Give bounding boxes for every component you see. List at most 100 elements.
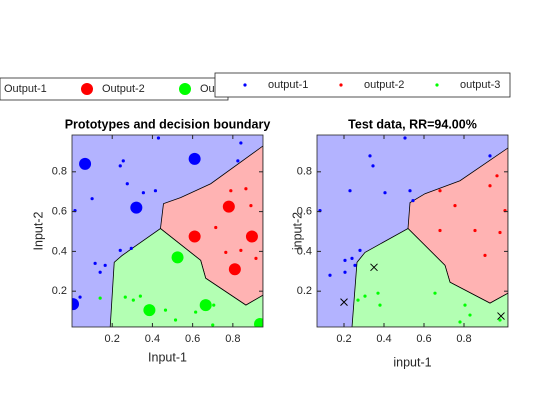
decision-region — [351, 228, 508, 327]
train-point — [239, 141, 243, 145]
axes-frame — [71, 134, 264, 328]
train-point — [98, 270, 102, 274]
data-point — [143, 304, 156, 317]
data-point — [458, 320, 462, 324]
data-point — [199, 299, 212, 312]
data-point — [488, 154, 492, 158]
data-point — [130, 201, 143, 214]
train-point — [212, 303, 216, 307]
data-point — [403, 136, 407, 140]
x-axis-label: input-1 — [393, 355, 431, 369]
y-tick-label: 0.8 — [297, 166, 312, 178]
legend-label: output-3 — [460, 79, 500, 91]
train-point — [249, 204, 253, 208]
y-axis-label: Input-2 — [31, 211, 45, 250]
data-point — [222, 200, 235, 213]
legend-marker — [339, 83, 343, 87]
data-point — [253, 318, 263, 327]
train-point — [156, 136, 161, 140]
data-point — [463, 303, 467, 307]
train-point — [118, 248, 122, 252]
y-tick-label: 0.6 — [297, 206, 312, 218]
train-point — [78, 295, 82, 299]
legend-box — [214, 72, 511, 98]
x-tick-label: 0.4 — [145, 333, 160, 345]
y-tick-label: 0.4 — [297, 245, 312, 257]
train-point — [214, 225, 218, 230]
plot-area — [317, 135, 508, 327]
train-point — [131, 298, 135, 302]
train-point — [118, 164, 122, 168]
x-tick-label: 0.6 — [185, 333, 200, 345]
data-point — [433, 291, 437, 295]
data-point — [353, 263, 357, 267]
train-point — [123, 295, 127, 299]
train-point — [236, 159, 240, 163]
misclassified-marker — [497, 312, 505, 320]
train-point — [138, 294, 142, 298]
data-point — [411, 199, 415, 203]
data-point — [188, 152, 201, 165]
data-point — [468, 313, 472, 317]
data-point — [228, 263, 241, 276]
train-point — [121, 159, 125, 163]
x-tick-label: 0.4 — [376, 333, 391, 345]
data-point — [483, 253, 487, 257]
train-point — [98, 296, 102, 300]
y-tick-label: 0.2 — [52, 285, 67, 297]
y-tick-label: 0.2 — [297, 285, 312, 297]
data-point — [383, 191, 387, 195]
train-point — [224, 250, 228, 254]
y-tick-label: 0.8 — [52, 166, 67, 178]
decision-region — [109, 228, 263, 327]
train-point — [229, 189, 233, 193]
y-axis-label: input-2 — [290, 212, 304, 250]
legend-marker — [179, 83, 191, 95]
y-tick-label: 0.6 — [52, 206, 67, 218]
train-point — [254, 256, 258, 260]
x-axis-label: Input-1 — [148, 350, 187, 364]
data-point — [378, 303, 382, 307]
misclassified-marker — [340, 298, 348, 306]
y-tick-label: 0.4 — [52, 245, 67, 257]
train-point — [125, 182, 129, 186]
data-point — [72, 298, 80, 311]
x-tick-label: 0.2 — [336, 333, 351, 345]
data-point — [371, 164, 375, 168]
legend-marker — [243, 83, 247, 87]
chart-title: Test data, RR=94.00% — [348, 117, 477, 131]
data-point — [498, 230, 502, 235]
data-point — [498, 318, 502, 322]
train-point — [93, 261, 97, 265]
data-point — [453, 204, 457, 208]
x-tick-label: 0.8 — [456, 333, 471, 345]
legend-label: output-1 — [268, 79, 308, 91]
data-point — [408, 189, 412, 193]
data-point — [350, 256, 354, 260]
legend-label: output-2 — [364, 79, 404, 91]
legend-marker — [435, 83, 439, 87]
train-point — [239, 248, 243, 252]
misclassified-marker — [370, 263, 378, 272]
x-tick-label: 0.6 — [416, 333, 431, 345]
train-point — [90, 197, 94, 201]
data-point — [363, 294, 367, 298]
train-point — [244, 187, 248, 191]
train-point — [194, 310, 198, 314]
train-point — [163, 308, 168, 312]
train-point — [129, 246, 133, 251]
data-point — [473, 228, 477, 233]
legend-marker — [81, 83, 93, 95]
data-point — [328, 273, 332, 277]
chart-title: Prototypes and decision boundary — [65, 117, 271, 131]
train-point — [141, 191, 145, 195]
train-point — [173, 318, 178, 322]
data-point — [348, 189, 352, 193]
data-point — [343, 270, 347, 274]
train-point — [211, 323, 215, 327]
data-point — [358, 248, 362, 252]
x-tick-label: 0.8 — [225, 333, 240, 345]
data-point — [376, 291, 380, 295]
data-point — [438, 189, 442, 193]
